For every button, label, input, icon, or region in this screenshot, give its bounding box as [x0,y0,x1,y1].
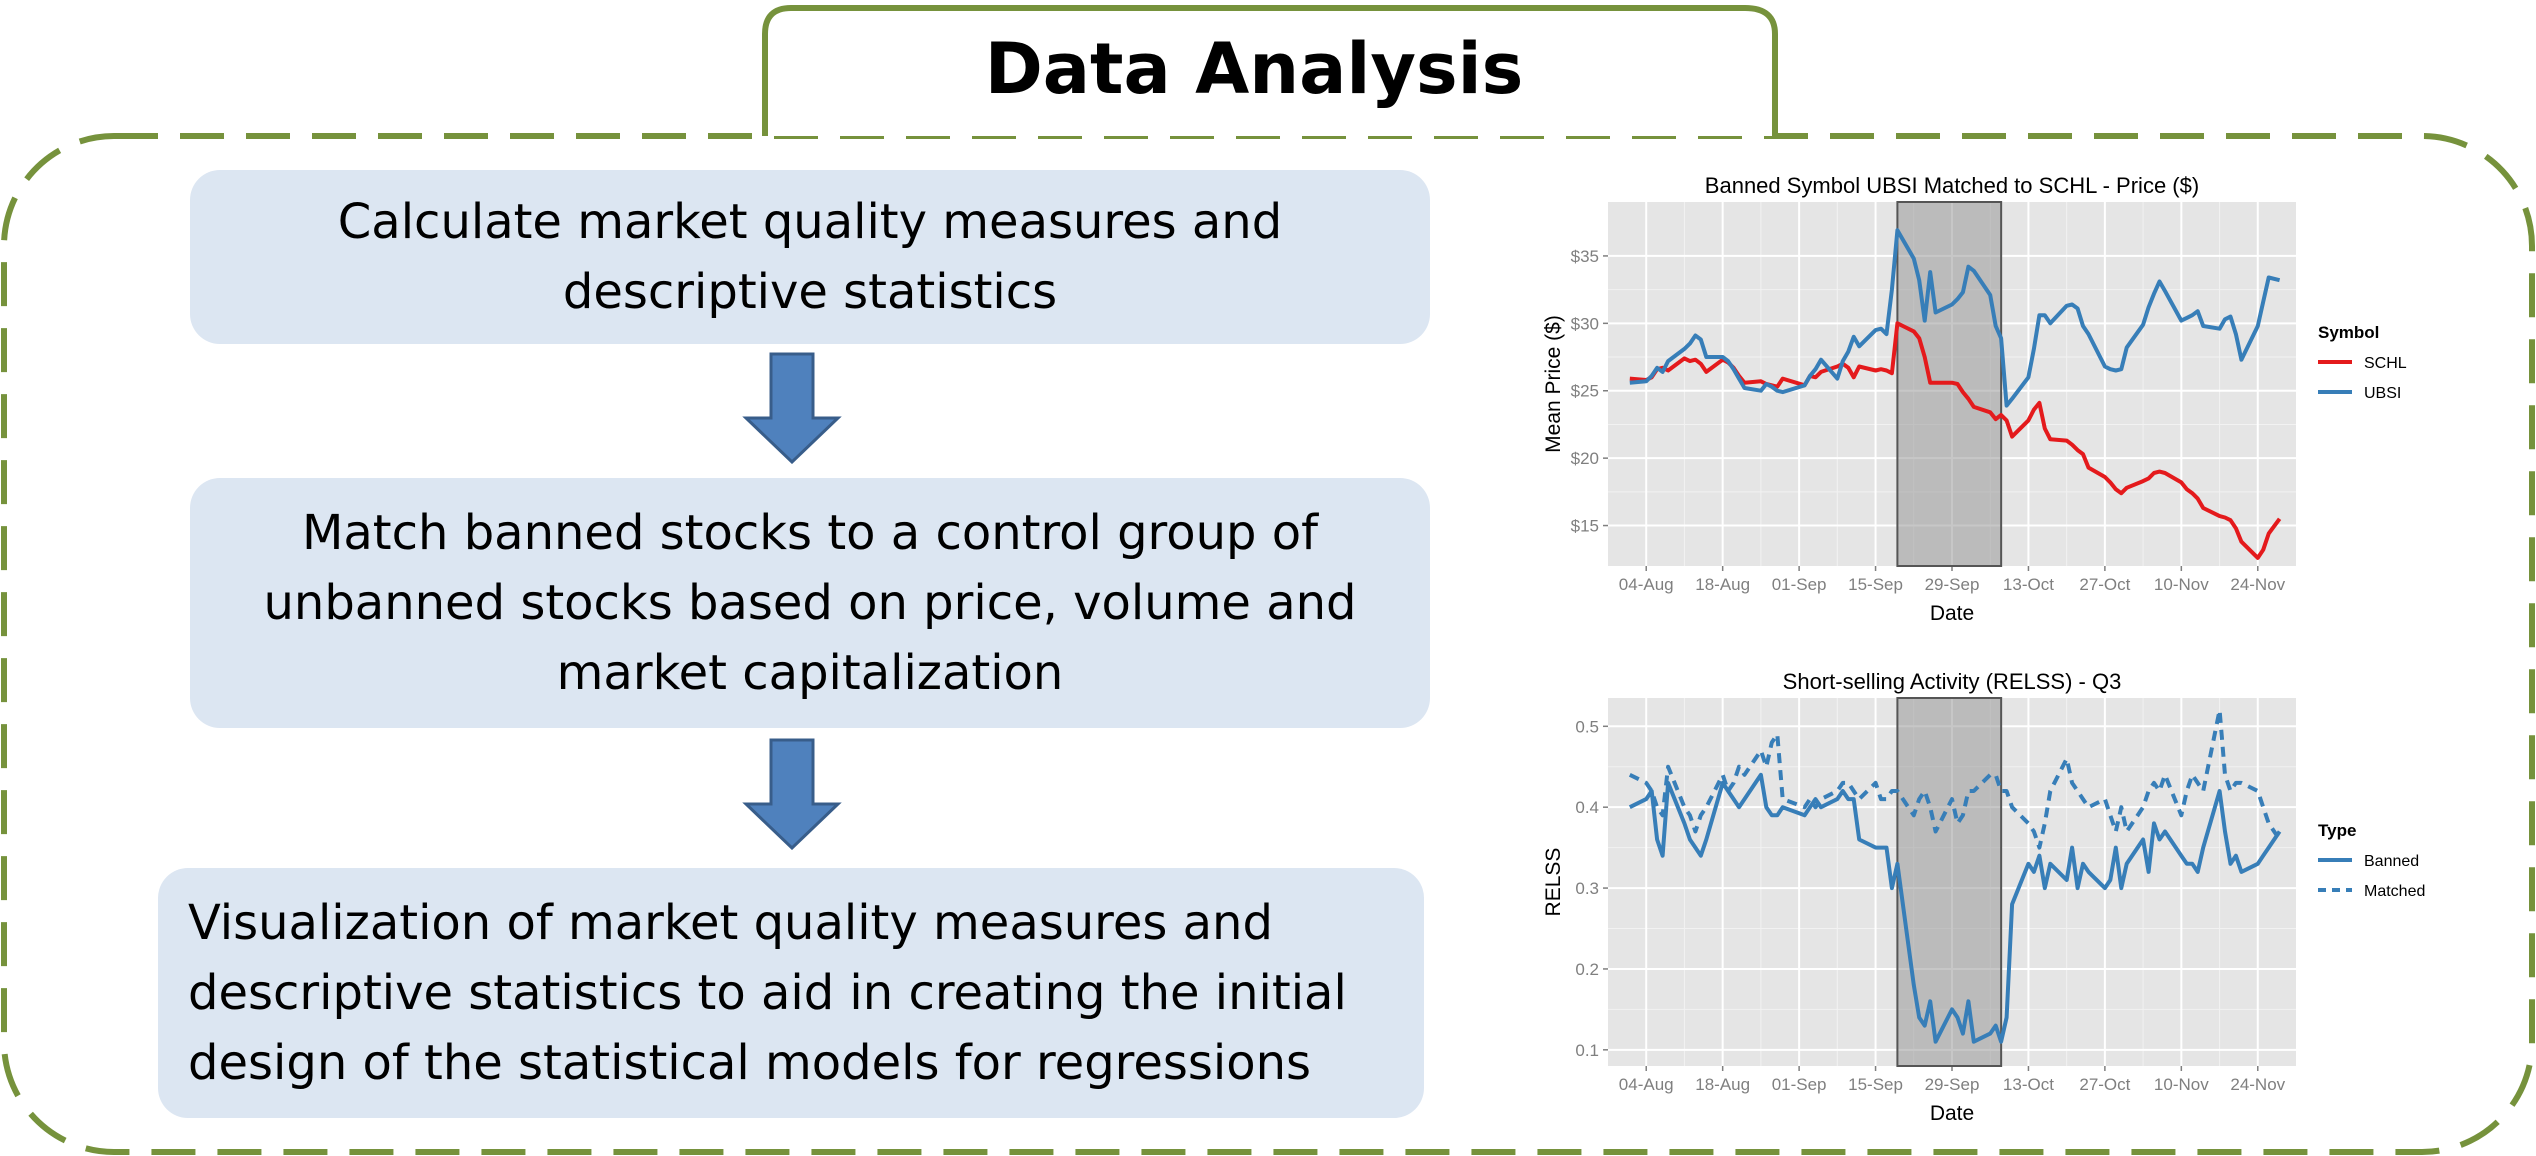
series-line-ubsi [1629,228,2281,408]
x-tick-label: 29-Sep [1925,1075,1980,1094]
price-chart: $15 $20 $25 $30 $35 04-Aug 18-Aug 01-Sep 15-Sep 2… [1542,173,2407,625]
y-tick-label: $15 [1571,517,1599,536]
x-axis-label: Date [1930,602,1974,625]
down-arrow-2 [742,738,842,850]
legend-title: Symbol [2318,323,2379,342]
x-tick-label: 27-Oct [2079,575,2130,594]
legend-label-banned: Banned [2364,853,2419,870]
x-tick-label: 18-Aug [1695,1075,1750,1094]
legend-label-matched: Matched [2364,883,2425,900]
down-arrow-1 [742,352,842,464]
x-tick-label: 13-Oct [2003,1075,2054,1094]
step-text-calculate: Calculate market quality measures and de… [337,194,1283,320]
y-tick-label: 0.3 [1575,879,1599,898]
x-tick-label: 29-Sep [1925,575,1980,594]
x-tick-label: 18-Aug [1695,575,1750,594]
x-tick-label: 01-Sep [1772,575,1827,594]
short-ban-shaded-period [1896,697,2003,1067]
step-text-match: Match banned stocks to a control group o… [263,505,1357,701]
y-tick-label: $35 [1571,247,1599,266]
x-axis-label: Date [1930,1102,1974,1125]
page-title: Data Analysis [984,28,1524,110]
step-text-visualization: Visualization of market quality measures… [188,895,1347,1091]
step-box-visualization: Visualization of market quality measures… [158,868,1424,1118]
x-tick-label: 04-Aug [1619,575,1674,594]
step-box-calculate: Calculate market quality measures and de… [190,170,1430,344]
y-tick-label: 0.4 [1575,798,1599,817]
title-box-border [762,5,1778,136]
y-tick-label: $30 [1571,314,1599,333]
legend-title: Type [2318,821,2356,840]
y-tick-label: 0.2 [1575,960,1599,979]
y-tick-label: 0.1 [1575,1041,1599,1060]
legend-label-ubsi: UBSI [2364,385,2401,402]
x-tick-label: 10-Nov [2154,1075,2209,1094]
y-axis-label: RELSS [1542,848,1565,917]
chart-title: Banned Symbol UBSI Matched to SCHL - Pri… [1705,173,2199,198]
step-box-match: Match banned stocks to a control group o… [190,478,1430,728]
relss-chart: 0.1 0.2 0.3 0.4 0.5 04-Aug 18-Aug 01-Sep 15-Sep 2… [1542,669,2425,1125]
y-tick-label: $20 [1571,449,1599,468]
x-tick-label: 13-Oct [2003,575,2054,594]
x-tick-label: 27-Oct [2079,1075,2130,1094]
chart-title: Short-selling Activity (RELSS) - Q3 [1783,669,2122,694]
x-tick-label: 04-Aug [1619,1075,1674,1094]
y-tick-label: $25 [1571,382,1599,401]
x-tick-label: 24-Nov [2230,575,2285,594]
x-tick-label: 15-Sep [1848,1075,1903,1094]
x-tick-label: 24-Nov [2230,1075,2285,1094]
y-tick-label: 0.5 [1575,717,1599,736]
y-axis-label: Mean Price ($) [1542,315,1565,453]
series-line-banned [1628,772,2282,1044]
legend-label-schl: SCHL [2364,355,2407,372]
x-tick-label: 10-Nov [2154,575,2209,594]
x-tick-label: 15-Sep [1848,575,1903,594]
series-line-matched [1628,708,2282,850]
x-tick-label: 01-Sep [1772,1075,1827,1094]
